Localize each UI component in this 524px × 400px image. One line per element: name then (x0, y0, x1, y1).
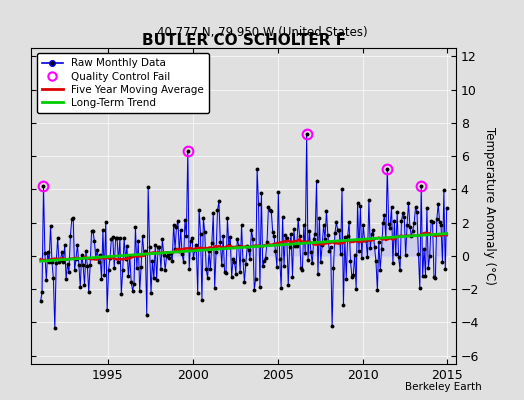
Text: 40.777 N, 79.950 W (United States): 40.777 N, 79.950 W (United States) (157, 26, 367, 39)
Text: Berkeley Earth: Berkeley Earth (406, 382, 482, 392)
Y-axis label: Temperature Anomaly (°C): Temperature Anomaly (°C) (483, 127, 496, 285)
Legend: Raw Monthly Data, Quality Control Fail, Five Year Moving Average, Long-Term Tren: Raw Monthly Data, Quality Control Fail, … (37, 53, 209, 113)
Title: BUTLER CO SCHOLTER F: BUTLER CO SCHOLTER F (141, 33, 346, 48)
